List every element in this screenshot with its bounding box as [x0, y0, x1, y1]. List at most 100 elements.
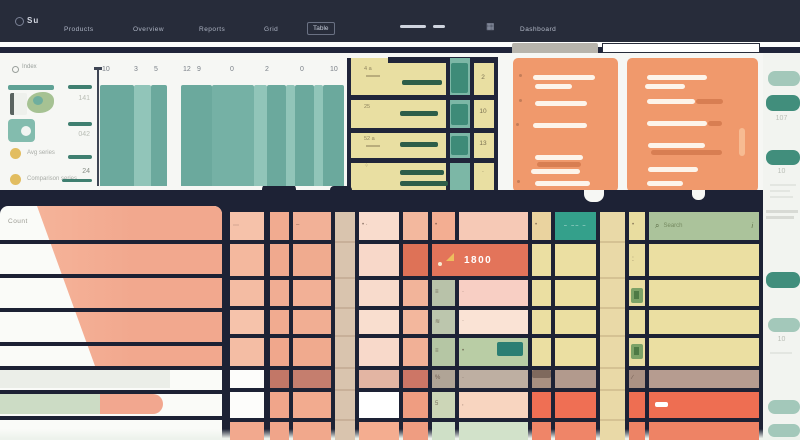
rail-button-dark-1[interactable] [766, 95, 800, 111]
highlight-cell[interactable]: 1800 [432, 244, 528, 276]
cell-c8a-r3[interactable] [532, 280, 551, 306]
cell-c10a-r1[interactable]: • [629, 212, 645, 240]
cell-c8b-r8[interactable] [555, 422, 596, 440]
cell-c8a-r1[interactable]: • [532, 212, 551, 240]
cell-c1-r4[interactable] [230, 310, 264, 334]
cell-c8a-r2[interactable] [532, 244, 551, 276]
cell-c7a-r1[interactable]: • [432, 212, 455, 240]
cell-c3-r7[interactable] [293, 392, 331, 418]
cell-c10b-r3[interactable] [649, 280, 759, 306]
cell-c7a-r3[interactable]: ≡ [432, 280, 455, 306]
cell-c3-r6[interactable] [293, 370, 331, 388]
cell-c6-r7[interactable] [403, 392, 428, 418]
tab-inactive[interactable] [512, 43, 598, 53]
rail-button-light-15[interactable] [768, 424, 800, 437]
cell-c6-r6[interactable] [403, 370, 428, 388]
cell-c5-r7[interactable] [359, 392, 399, 418]
cell-c8a-r4[interactable] [532, 310, 551, 334]
cell-c6-r5[interactable] [403, 338, 428, 366]
tab-active[interactable] [602, 43, 760, 53]
cell-c1-r8[interactable] [230, 422, 264, 440]
cell-c1-r2[interactable] [230, 244, 264, 276]
cell-c7a-r4[interactable]: ≋ [432, 310, 455, 334]
nav-mini-item[interactable] [400, 25, 426, 28]
cell-c6-r2[interactable] [403, 244, 428, 276]
cell-c10b-r4[interactable] [649, 310, 759, 334]
cell-c5-r3[interactable] [359, 280, 399, 306]
cell-c5-r8[interactable] [359, 422, 399, 440]
cell-c8b-r5[interactable] [555, 338, 596, 366]
cell-c2-r4[interactable] [270, 310, 289, 334]
cell-c2-r1[interactable] [270, 212, 289, 240]
cell-c7b-r3[interactable]: · [459, 280, 528, 306]
cell-c8b-r4[interactable] [555, 310, 596, 334]
rail-button-dark-10[interactable] [766, 272, 800, 288]
folder-icon[interactable] [8, 119, 35, 142]
cell-c6-r8[interactable] [403, 422, 428, 440]
cell-c2-r6[interactable] [270, 370, 289, 388]
teal-header-cell[interactable]: – –– – [555, 212, 596, 240]
cell-c10a-r2[interactable]: ⁚ [629, 244, 645, 276]
cell-c8a-r7[interactable] [532, 392, 551, 418]
cell-c10a-r4[interactable] [629, 310, 645, 334]
nav-item-2[interactable]: Reports [199, 26, 226, 33]
rail-button-light-14[interactable] [768, 400, 800, 414]
rail-button-light-11[interactable] [768, 318, 800, 332]
cell-c10b-r2[interactable] [649, 244, 759, 276]
cell-c2-r5[interactable] [270, 338, 289, 366]
cell-c6-r3[interactable] [403, 280, 428, 306]
cell-c7b-r7[interactable]: , [459, 392, 528, 418]
cell-c8b-r6[interactable] [555, 370, 596, 388]
cell-c7a-r7[interactable]: 5 [432, 392, 455, 418]
cell-c3-r4[interactable] [293, 310, 331, 334]
cell-c7a-r8[interactable] [432, 422, 455, 440]
app-logo[interactable]: Su [27, 16, 40, 25]
cell-c7b-r6[interactable]: · [459, 370, 528, 388]
cell-c6-r4[interactable] [403, 310, 428, 334]
cell-c8b-r2[interactable] [555, 244, 596, 276]
cell-c2-r7[interactable] [270, 392, 289, 418]
cell-c10b-r6[interactable] [649, 370, 759, 388]
cell-c7b-r1[interactable] [459, 212, 528, 240]
rail-button-dark-3[interactable] [766, 150, 800, 165]
nav-item-right[interactable]: Dashboard [520, 26, 557, 33]
cell-c10a-r6[interactable]: ∕ [629, 370, 645, 388]
cell-c1-r1[interactable]: ⋯ [230, 212, 264, 240]
nav-item-3[interactable]: Grid [264, 26, 279, 33]
cell-c7a-r6[interactable]: % [432, 370, 455, 388]
nav-item-1[interactable]: Overview [133, 26, 165, 33]
cell-c5-r1[interactable]: • · [359, 212, 399, 240]
cell-c5-r4[interactable] [359, 310, 399, 334]
cell-c8b-r7[interactable] [555, 392, 596, 418]
cell-c5-r6[interactable] [359, 370, 399, 388]
cell-c8a-r8[interactable] [532, 422, 551, 440]
nav-mini-item[interactable] [433, 25, 445, 28]
nav-item-boxed[interactable]: Table [307, 22, 335, 35]
cell-c1-r7[interactable] [230, 392, 264, 418]
cell-c10a-r8[interactable] [629, 422, 645, 440]
cell-c2-r2[interactable] [270, 244, 289, 276]
panel-scrollbar[interactable] [739, 128, 745, 156]
grid-icon[interactable]: ▦ [486, 21, 495, 31]
cell-c8a-r5[interactable] [532, 338, 551, 366]
cell-c3-r1[interactable]: – [293, 212, 331, 240]
cell-c2-r8[interactable] [270, 422, 289, 440]
cell-c10b-r8[interactable] [649, 422, 759, 440]
cell-c7b-r4[interactable]: · [459, 310, 528, 334]
cell-c2-r3[interactable] [270, 280, 289, 306]
cell-c3-r2[interactable] [293, 244, 331, 276]
cell-c3-r8[interactable] [293, 422, 331, 440]
search-header[interactable]: ⌕ Search i [649, 212, 759, 240]
cell-c5-r5[interactable] [359, 338, 399, 366]
cell-c7b-r8[interactable] [459, 422, 528, 440]
cell-c7a-r5[interactable]: ≡ [432, 338, 455, 366]
cell-c3-r5[interactable] [293, 338, 331, 366]
cell-c1-r6[interactable] [230, 370, 264, 388]
cell-c1-r5[interactable] [230, 338, 264, 366]
teal-button[interactable] [497, 342, 523, 356]
cell-c10b-r5[interactable] [649, 338, 759, 366]
cell-c1-r3[interactable] [230, 280, 264, 306]
book-icon[interactable] [10, 93, 27, 115]
nav-item-0[interactable]: Products [64, 26, 94, 33]
cell-c6-r1[interactable] [403, 212, 428, 240]
